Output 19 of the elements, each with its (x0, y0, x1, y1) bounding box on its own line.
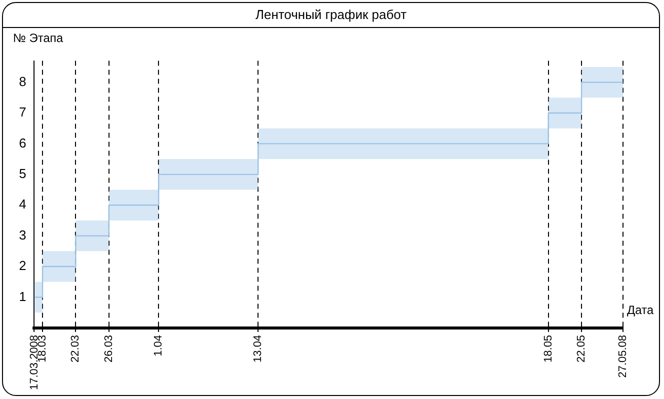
y-tick-label: 3 (18, 227, 26, 242)
y-tick-label: 7 (18, 104, 26, 120)
y-tick-label: 1 (18, 288, 26, 304)
x-tick-label: 18.05 (542, 334, 554, 362)
chart-title: Ленточный график работ (3, 3, 659, 28)
y-axis-title: № Этапа (13, 31, 64, 45)
y-tick-label: 8 (18, 74, 26, 89)
x-tick-label: 22.03 (70, 334, 82, 362)
x-tick-label: 13.04 (252, 334, 264, 362)
y-tick-label: 6 (18, 135, 26, 150)
x-tick-label: 22.05 (576, 334, 588, 362)
y-tick-label: 4 (18, 196, 26, 212)
x-tick-label: 27.05.08 (617, 334, 630, 378)
y-tick-label: 5 (18, 166, 26, 181)
x-tick-label: 1.04 (152, 334, 165, 356)
x-axis-title: Дата (627, 303, 654, 317)
x-tick-label: 18.03 (36, 334, 49, 362)
y-tick-label: 2 (18, 258, 26, 274)
x-tick-label: 26.03 (102, 334, 115, 362)
